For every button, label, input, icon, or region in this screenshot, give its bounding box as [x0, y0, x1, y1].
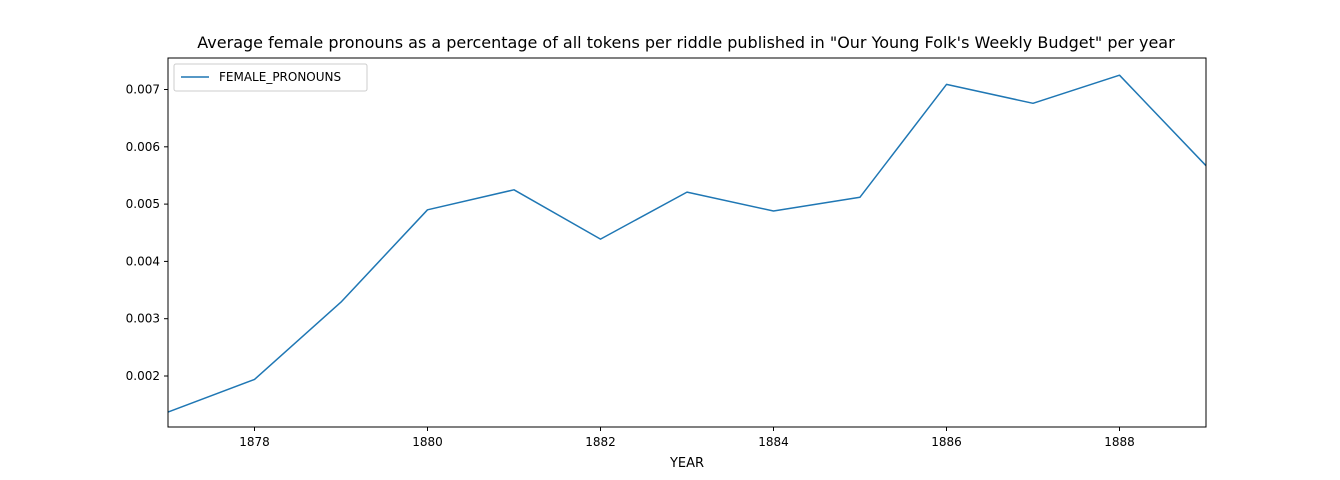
y-tick-label: 0.003 [126, 312, 160, 326]
x-tick-label: 1888 [1104, 435, 1135, 449]
y-tick-label: 0.004 [126, 254, 160, 268]
x-tick-label: 1886 [931, 435, 962, 449]
plot-frame [167, 57, 1207, 428]
y-tick-label: 0.005 [126, 197, 160, 211]
plot-area [167, 74, 1207, 413]
y-tick-label: 0.006 [126, 140, 160, 154]
x-tick-label: 1882 [585, 435, 616, 449]
legend-label: FEMALE_PRONOUNS [219, 70, 341, 84]
x-tick-label: 1880 [412, 435, 443, 449]
y-tick-label: 0.007 [126, 83, 160, 97]
x-axis: 1878 1880 1882 1884 1886 1888 [239, 427, 1135, 449]
y-axis: 0.002 0.003 0.004 0.005 0.006 0.007 [126, 83, 168, 383]
x-tick-label: 1878 [239, 435, 270, 449]
legend-box [173, 63, 368, 92]
x-tick-label: 1884 [758, 435, 789, 449]
x-axis-label: YEAR [669, 456, 704, 471]
legend: FEMALE_PRONOUNS [173, 63, 368, 92]
chart-title: Average female pronouns as a percentage … [197, 33, 1175, 52]
series-line-0 [167, 74, 1207, 413]
y-tick-label: 0.002 [126, 369, 160, 383]
